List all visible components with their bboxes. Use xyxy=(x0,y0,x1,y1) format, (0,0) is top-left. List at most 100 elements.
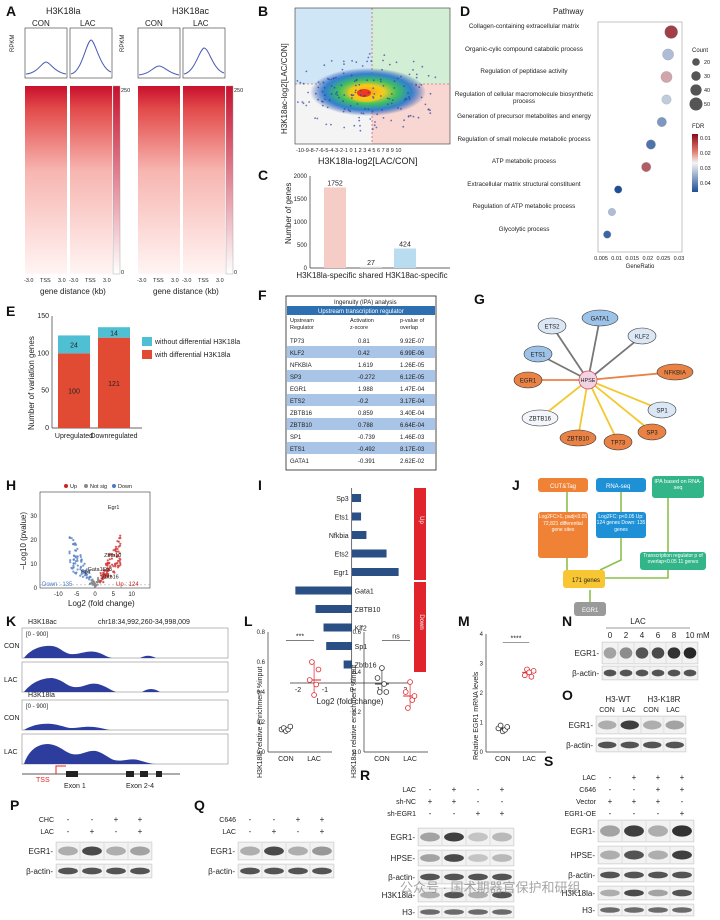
blot-strip xyxy=(417,849,515,867)
scatter-point xyxy=(371,110,374,112)
blot-lane xyxy=(105,865,127,877)
network-node-label: ZBTB16 xyxy=(529,417,552,423)
treatment-sign: + xyxy=(320,827,325,836)
panel-label: L xyxy=(244,613,253,629)
data-point xyxy=(311,692,317,698)
pathway-dot xyxy=(641,162,652,172)
blot-lane xyxy=(311,865,333,877)
y-tick-label: 150 xyxy=(37,313,49,320)
scatter-point xyxy=(366,60,368,63)
band xyxy=(624,825,644,837)
volcano-point xyxy=(88,571,91,574)
data-point xyxy=(402,689,409,695)
scatter-point xyxy=(330,93,333,95)
network-node xyxy=(581,309,619,327)
pathway-dot xyxy=(664,25,678,39)
legend-swatch xyxy=(142,350,152,359)
heatmap-ac-lac xyxy=(183,86,225,274)
treatment-label: LAC xyxy=(402,787,416,794)
y-tick-label: 30 xyxy=(30,514,37,520)
table-cell: ZBTB16 xyxy=(290,411,313,417)
scatter-point xyxy=(412,60,415,63)
table-cell: 1.988 xyxy=(358,387,374,393)
box-rna-result-label: Log2FC: p<0.05 Up: 124 genes Down: 135 g… xyxy=(596,514,646,533)
treatment-sign: - xyxy=(91,815,94,824)
track-h3k18la: H3K18la xyxy=(28,692,55,699)
volcano-point xyxy=(108,558,111,561)
table-cell: 1.26E-05 xyxy=(400,363,425,369)
chart-m: 0 1 2 3 4 CON LAC **** xyxy=(480,632,546,763)
down-count: Down : 135 xyxy=(42,582,73,588)
y-tick-label: 0.4 xyxy=(353,670,362,676)
scatter-point xyxy=(429,92,432,95)
category-label: Ets2 xyxy=(335,552,349,559)
y-tick-label: 0.4 xyxy=(257,690,266,696)
volcano-point xyxy=(68,552,71,555)
network-node-label: ETS1 xyxy=(530,353,546,359)
bar xyxy=(394,248,416,268)
table-header: z-score xyxy=(350,325,368,331)
band xyxy=(624,907,644,913)
volcano-point xyxy=(117,540,120,543)
panel-label: P xyxy=(10,797,19,813)
treatment-sign: - xyxy=(633,809,636,818)
treatment-sign: - xyxy=(657,809,660,818)
volcano-point xyxy=(103,569,106,572)
blot-lane xyxy=(239,843,261,859)
scatter-point xyxy=(354,89,357,92)
scatter-point xyxy=(434,76,437,79)
lane-bg xyxy=(647,887,669,899)
volcano-point xyxy=(72,554,76,558)
volcano-point xyxy=(92,580,95,583)
scatter-point xyxy=(427,74,430,77)
treatment-sign: - xyxy=(67,815,70,824)
scatter-point xyxy=(390,93,393,95)
blot-strip xyxy=(417,827,515,847)
volcano-point xyxy=(80,569,84,573)
data-label: 424 xyxy=(399,241,411,248)
x-tick-label: -10 xyxy=(54,592,63,598)
blot-lane xyxy=(81,865,103,877)
band xyxy=(600,825,620,837)
network-node xyxy=(627,327,657,345)
fdr-tick: 0.01 xyxy=(700,136,711,142)
y-tick-label: 0.0 xyxy=(257,750,266,756)
volcano-point xyxy=(105,575,108,578)
band-label: EGR1- xyxy=(575,649,600,658)
dose-label: 6 xyxy=(656,631,661,640)
panel-label: E xyxy=(6,303,15,319)
volcano-point xyxy=(108,554,111,557)
scatter-point xyxy=(392,99,394,101)
x-category-label: LAC xyxy=(522,756,536,763)
table-row xyxy=(287,406,435,418)
table-row xyxy=(287,394,435,406)
blot-lane xyxy=(467,829,489,845)
scale-max: 250 xyxy=(121,88,130,94)
x-axis-title: GeneRatio xyxy=(626,264,655,270)
treatment-sign: - xyxy=(115,827,118,836)
scatter-point xyxy=(341,68,344,71)
gene-label: Egr1 xyxy=(108,505,120,511)
panel-label: A xyxy=(6,3,16,19)
volcano-point xyxy=(81,575,84,579)
scatter-point xyxy=(321,90,324,93)
scatter-point xyxy=(350,74,353,77)
band xyxy=(651,647,665,659)
band xyxy=(635,669,649,677)
scatter-point xyxy=(307,91,309,94)
scatter-point xyxy=(359,129,362,132)
volcano-point xyxy=(93,585,96,588)
scatter-point xyxy=(382,59,384,62)
tick: 3.0 xyxy=(216,278,224,284)
band xyxy=(288,867,308,875)
volcano-point xyxy=(79,574,82,577)
box-cut-result-label: Log2FC>1, padj<0.05 72,821 differential … xyxy=(538,514,588,533)
band-label: H3K18la- xyxy=(562,889,596,898)
band-label: EGR1- xyxy=(569,721,594,730)
table-cell: TP73 xyxy=(290,339,305,345)
plot-frame xyxy=(597,21,683,253)
network-node-label: SP1 xyxy=(656,409,668,415)
lane-bg xyxy=(599,847,621,863)
x-tick-label: 0 xyxy=(93,592,97,598)
tick: -3.0 xyxy=(24,278,33,284)
